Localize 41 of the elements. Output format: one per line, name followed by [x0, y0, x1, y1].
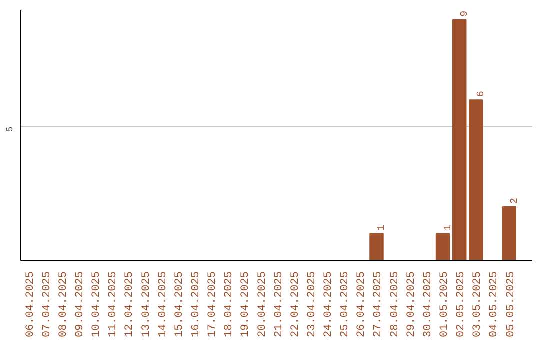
x-tick-label: 11.04.2025	[108, 271, 120, 338]
x-tick-label: 15.04.2025	[174, 271, 186, 338]
x-tick-label: 28.04.2025	[389, 271, 402, 338]
x-tick-label: 10.04.2025	[91, 271, 104, 338]
x-tick-label: 27.04.2025	[372, 271, 385, 338]
x-tick-label: 06.04.2025	[24, 271, 37, 338]
x-tick-label: 07.04.2025	[41, 271, 54, 338]
bar	[502, 206, 516, 260]
x-tick-label: 12.04.2025	[124, 271, 136, 338]
x-tick-label: 04.05.2025	[488, 271, 501, 338]
x-tick-label: 16.04.2025	[190, 271, 202, 338]
x-tick-label: 20.04.2025	[256, 271, 269, 338]
data-label: 2	[510, 198, 521, 204]
x-tick-label: 19.04.2025	[240, 271, 252, 338]
x-tick-label: 29.04.2025	[406, 271, 418, 338]
x-tick-label: 30.04.2025	[422, 271, 434, 338]
bar	[370, 233, 384, 260]
x-tick-label: 02.05.2025	[456, 271, 468, 338]
x-tick-label: 03.05.2025	[472, 271, 484, 338]
y-tick-label: 5	[6, 126, 16, 132]
x-tick-label: 18.04.2025	[224, 271, 236, 338]
x-tick-label: 22.04.2025	[290, 271, 302, 338]
x-tick-label: 23.04.2025	[306, 271, 318, 338]
x-tick-label: 09.04.2025	[74, 271, 86, 338]
bar	[469, 100, 484, 260]
x-tick-label: 26.04.2025	[356, 271, 368, 338]
x-tick-label: 08.04.2025	[58, 271, 70, 338]
x-tick-label: 14.04.2025	[157, 271, 170, 338]
x-tick-label: 21.04.2025	[273, 271, 286, 338]
data-label: 1	[444, 224, 455, 231]
data-label: 1	[377, 224, 388, 231]
bar	[452, 19, 467, 260]
x-tick-label: 05.05.2025	[505, 271, 518, 338]
x-tick-label: 25.04.2025	[340, 271, 352, 338]
x-tick-label: 17.04.2025	[207, 271, 220, 338]
data-label: 9	[460, 10, 472, 17]
data-label: 6	[476, 91, 488, 98]
x-tick-label: 13.04.2025	[140, 271, 153, 338]
bar	[436, 233, 450, 260]
x-tick-label: 24.04.2025	[323, 271, 336, 338]
x-tick-label: 01.05.2025	[439, 271, 452, 338]
